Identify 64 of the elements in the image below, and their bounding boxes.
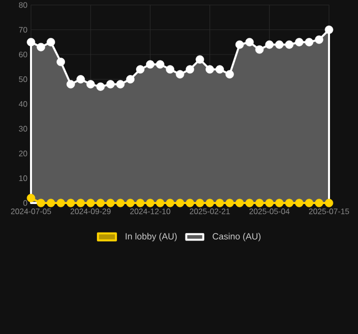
point: [255, 45, 264, 54]
legend-label: In lobby (AU): [126, 232, 177, 242]
point: [66, 80, 75, 88]
point: [26, 38, 36, 46]
point: [136, 198, 144, 208]
point: [235, 40, 244, 49]
point: [324, 26, 334, 34]
point: [245, 38, 254, 46]
point: [265, 198, 274, 208]
point: [146, 60, 154, 69]
point: [304, 198, 314, 208]
point: [76, 198, 85, 208]
point: [26, 194, 36, 202]
point: [216, 198, 224, 208]
point: [295, 38, 304, 46]
point: [156, 60, 164, 69]
point: [56, 198, 65, 208]
point: [36, 42, 46, 52]
point: [196, 198, 204, 208]
point: [324, 198, 334, 208]
point: [116, 198, 125, 208]
point: [166, 65, 174, 74]
point: [225, 70, 234, 79]
point: [186, 65, 194, 74]
point: [46, 38, 56, 46]
point: [166, 198, 174, 208]
point: [66, 198, 75, 208]
point: [86, 198, 95, 208]
point: [136, 65, 144, 74]
point: [314, 35, 324, 44]
point: [176, 70, 184, 79]
point: [196, 55, 204, 64]
point: [235, 198, 244, 208]
point: [76, 75, 85, 84]
point: [106, 80, 115, 88]
point: [96, 82, 105, 91]
point: [265, 40, 274, 49]
point: [206, 65, 214, 74]
point: [275, 40, 284, 49]
point: [245, 198, 254, 208]
point: [116, 80, 125, 88]
point: [176, 198, 184, 208]
point: [126, 198, 135, 208]
point: [255, 198, 264, 208]
point: [206, 198, 214, 208]
point: [225, 198, 234, 208]
point: [146, 198, 154, 208]
point: [216, 65, 224, 74]
point: [285, 40, 294, 49]
point: [295, 198, 304, 208]
point: [186, 198, 194, 208]
point: [285, 198, 294, 208]
point: [56, 58, 65, 66]
point: [86, 80, 95, 88]
point: [106, 198, 115, 208]
point: [96, 198, 105, 208]
point: [314, 198, 324, 208]
legend-label: Casino (AU): [212, 232, 261, 242]
point: [36, 198, 46, 208]
point: [126, 75, 135, 84]
point: [156, 198, 164, 208]
point: [46, 198, 56, 208]
point: [275, 198, 284, 208]
point: [304, 38, 314, 46]
